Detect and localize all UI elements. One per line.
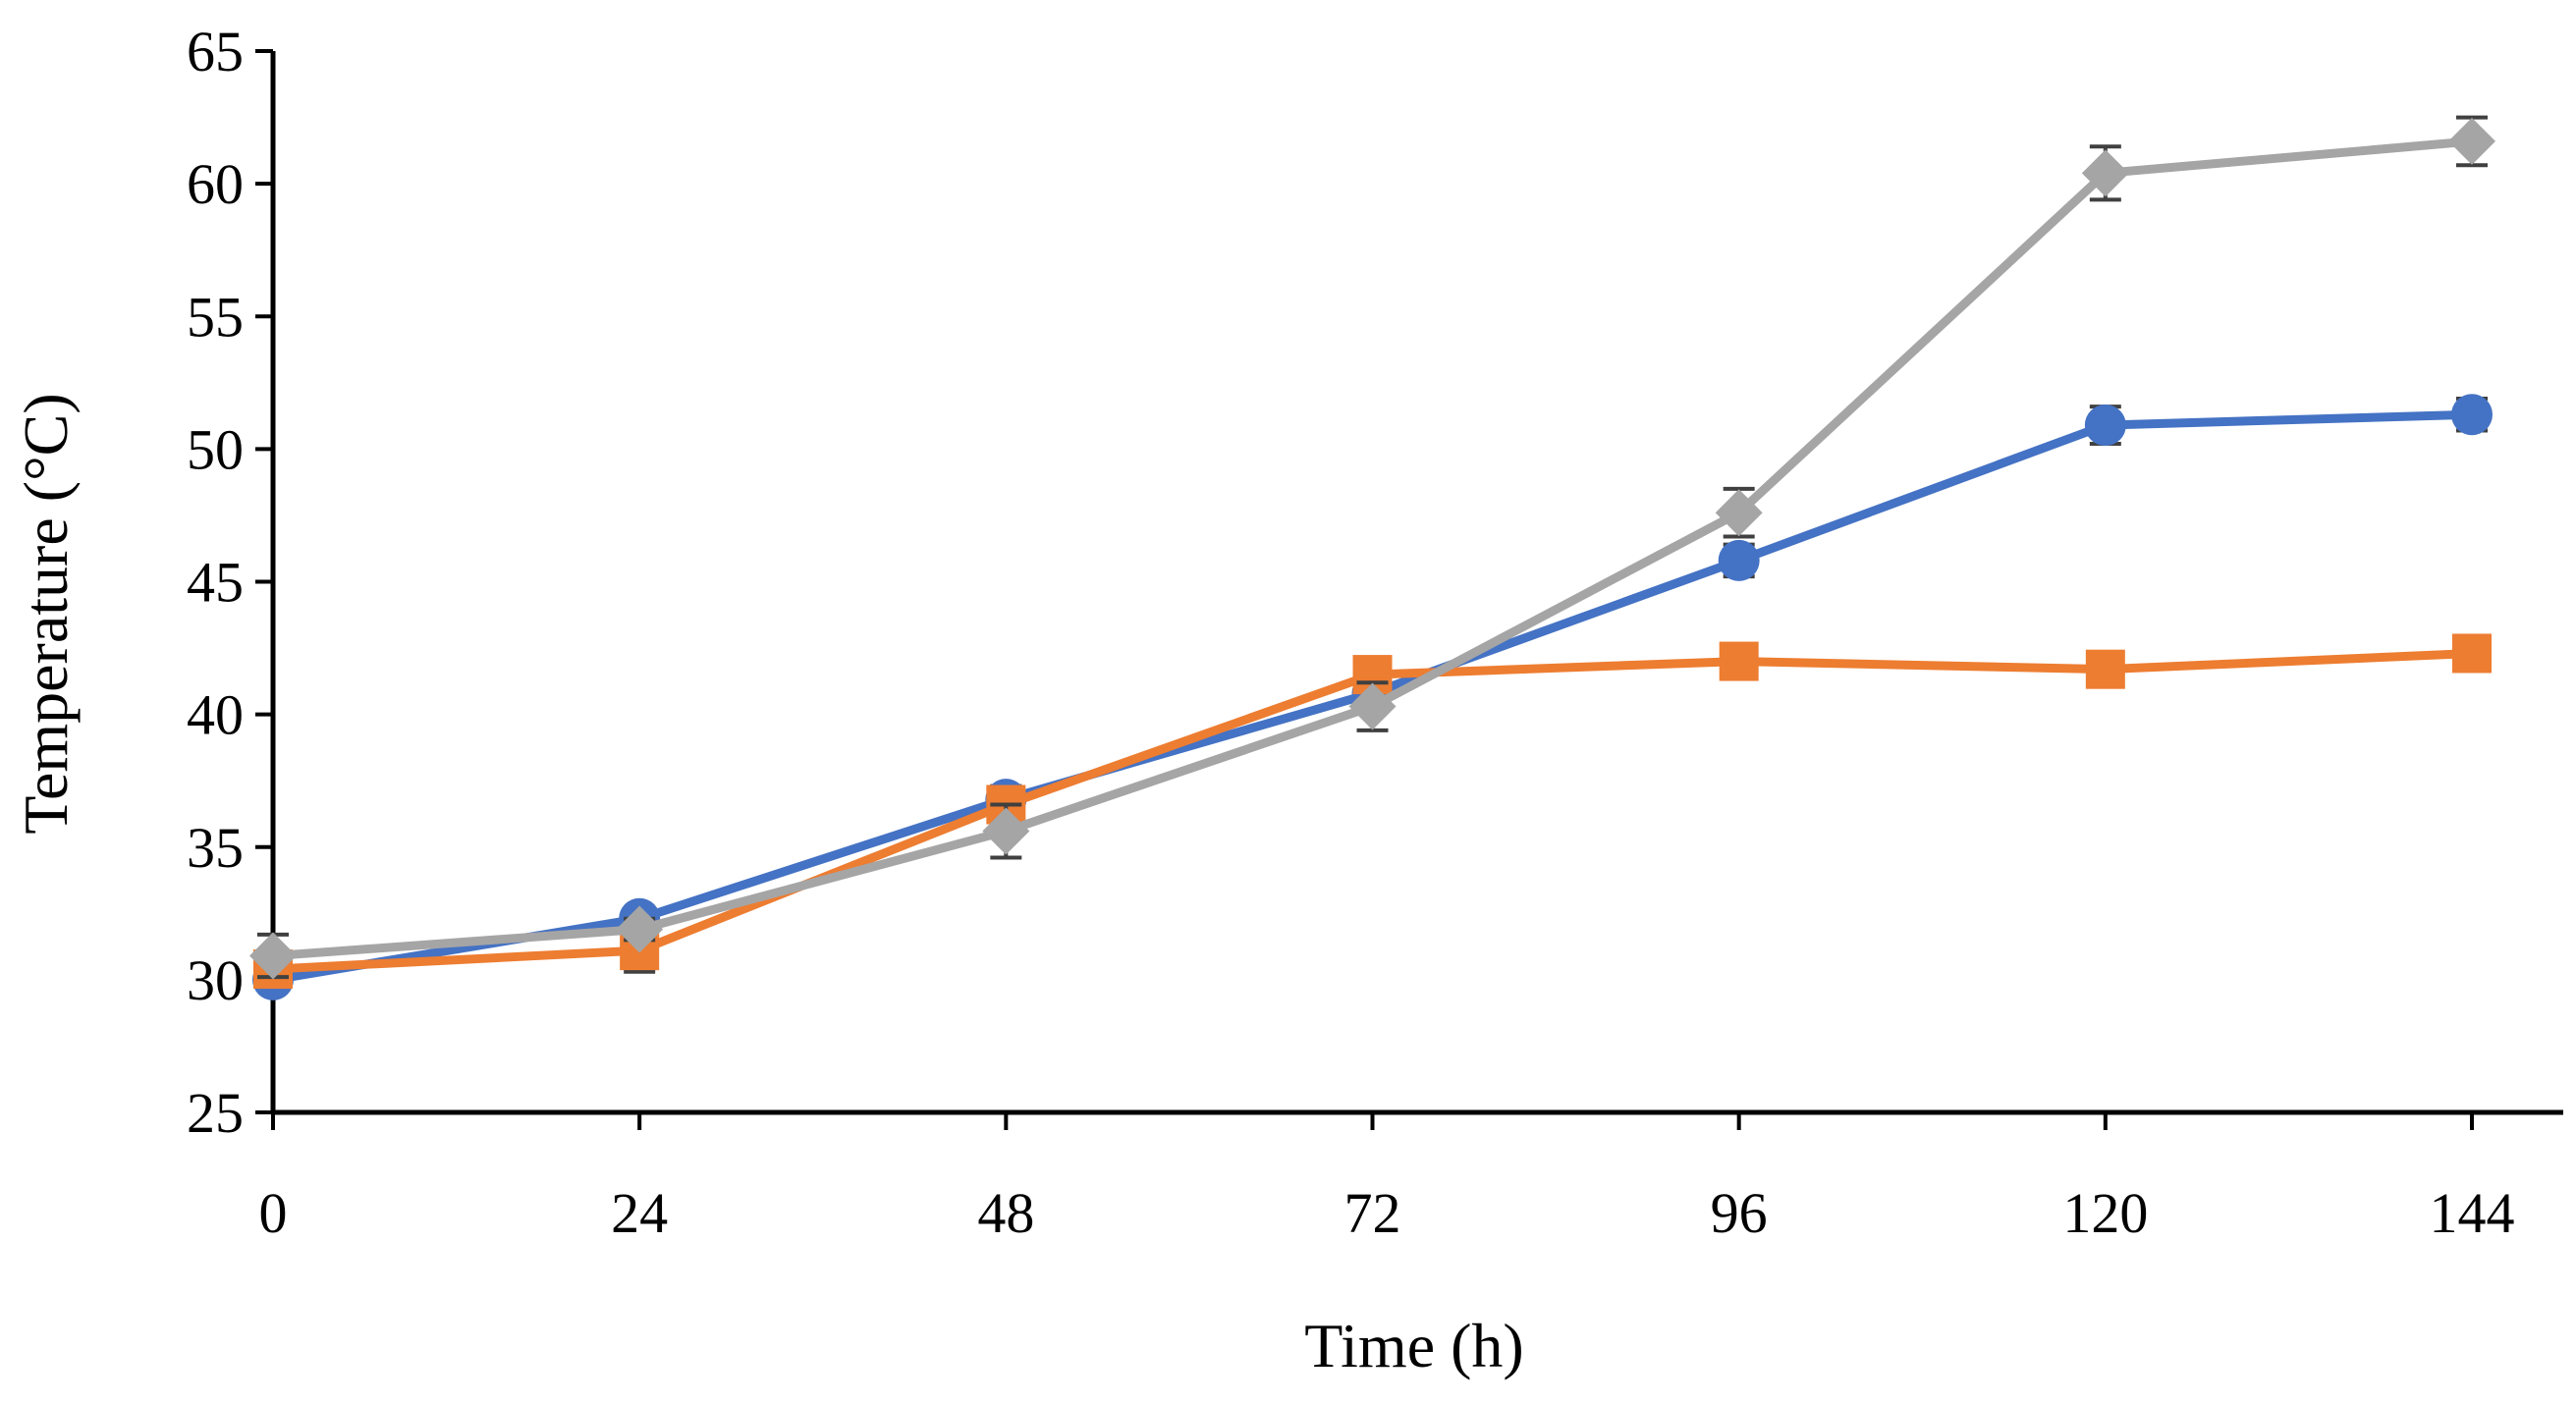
data-series <box>249 115 2495 1000</box>
data-point-circle <box>1718 539 1760 581</box>
y-axis-title: Temperature (°C) <box>11 393 81 834</box>
x-axis-title: Time (h) <box>1304 1311 1523 1380</box>
x-tick-label: 24 <box>611 1181 668 1245</box>
data-point-square <box>2452 633 2492 674</box>
data-point-square <box>1719 641 1759 681</box>
x-tick-label: 48 <box>977 1181 1034 1245</box>
data-point-diamond <box>1715 489 1763 537</box>
y-axis-ticks: 25 30 35 40 45 50 55 60 65 <box>187 20 273 1145</box>
x-tick-label: 120 <box>2062 1181 2148 1245</box>
data-point-diamond <box>616 905 664 953</box>
data-point-circle <box>2084 405 2126 447</box>
data-point-diamond <box>2081 149 2129 197</box>
data-point-diamond <box>1348 682 1397 730</box>
y-tick-label: 45 <box>187 551 244 615</box>
y-tick-label: 65 <box>187 20 244 83</box>
x-tick-label: 96 <box>1711 1181 1768 1245</box>
y-tick-label: 50 <box>187 417 244 481</box>
y-tick-label: 60 <box>187 152 244 216</box>
x-tick-label: 144 <box>2430 1181 2515 1245</box>
x-axis-ticks: 0 24 48 72 96 120 144 <box>259 1112 2515 1245</box>
data-point-diamond <box>249 932 297 980</box>
y-tick-label: 40 <box>187 683 244 747</box>
data-point-diamond <box>982 807 1030 855</box>
y-tick-label: 55 <box>187 285 244 349</box>
data-point-diamond <box>2448 117 2495 165</box>
x-tick-label: 0 <box>259 1181 288 1245</box>
series-line <box>272 136 2473 961</box>
y-tick-label: 35 <box>187 816 244 880</box>
y-tick-label: 25 <box>187 1081 244 1145</box>
y-tick-label: 30 <box>187 948 244 1012</box>
series-series-3-diamond <box>249 115 2495 980</box>
x-tick-label: 72 <box>1344 1181 1401 1245</box>
data-point-square <box>2085 649 2125 689</box>
data-point-circle <box>2451 394 2493 436</box>
